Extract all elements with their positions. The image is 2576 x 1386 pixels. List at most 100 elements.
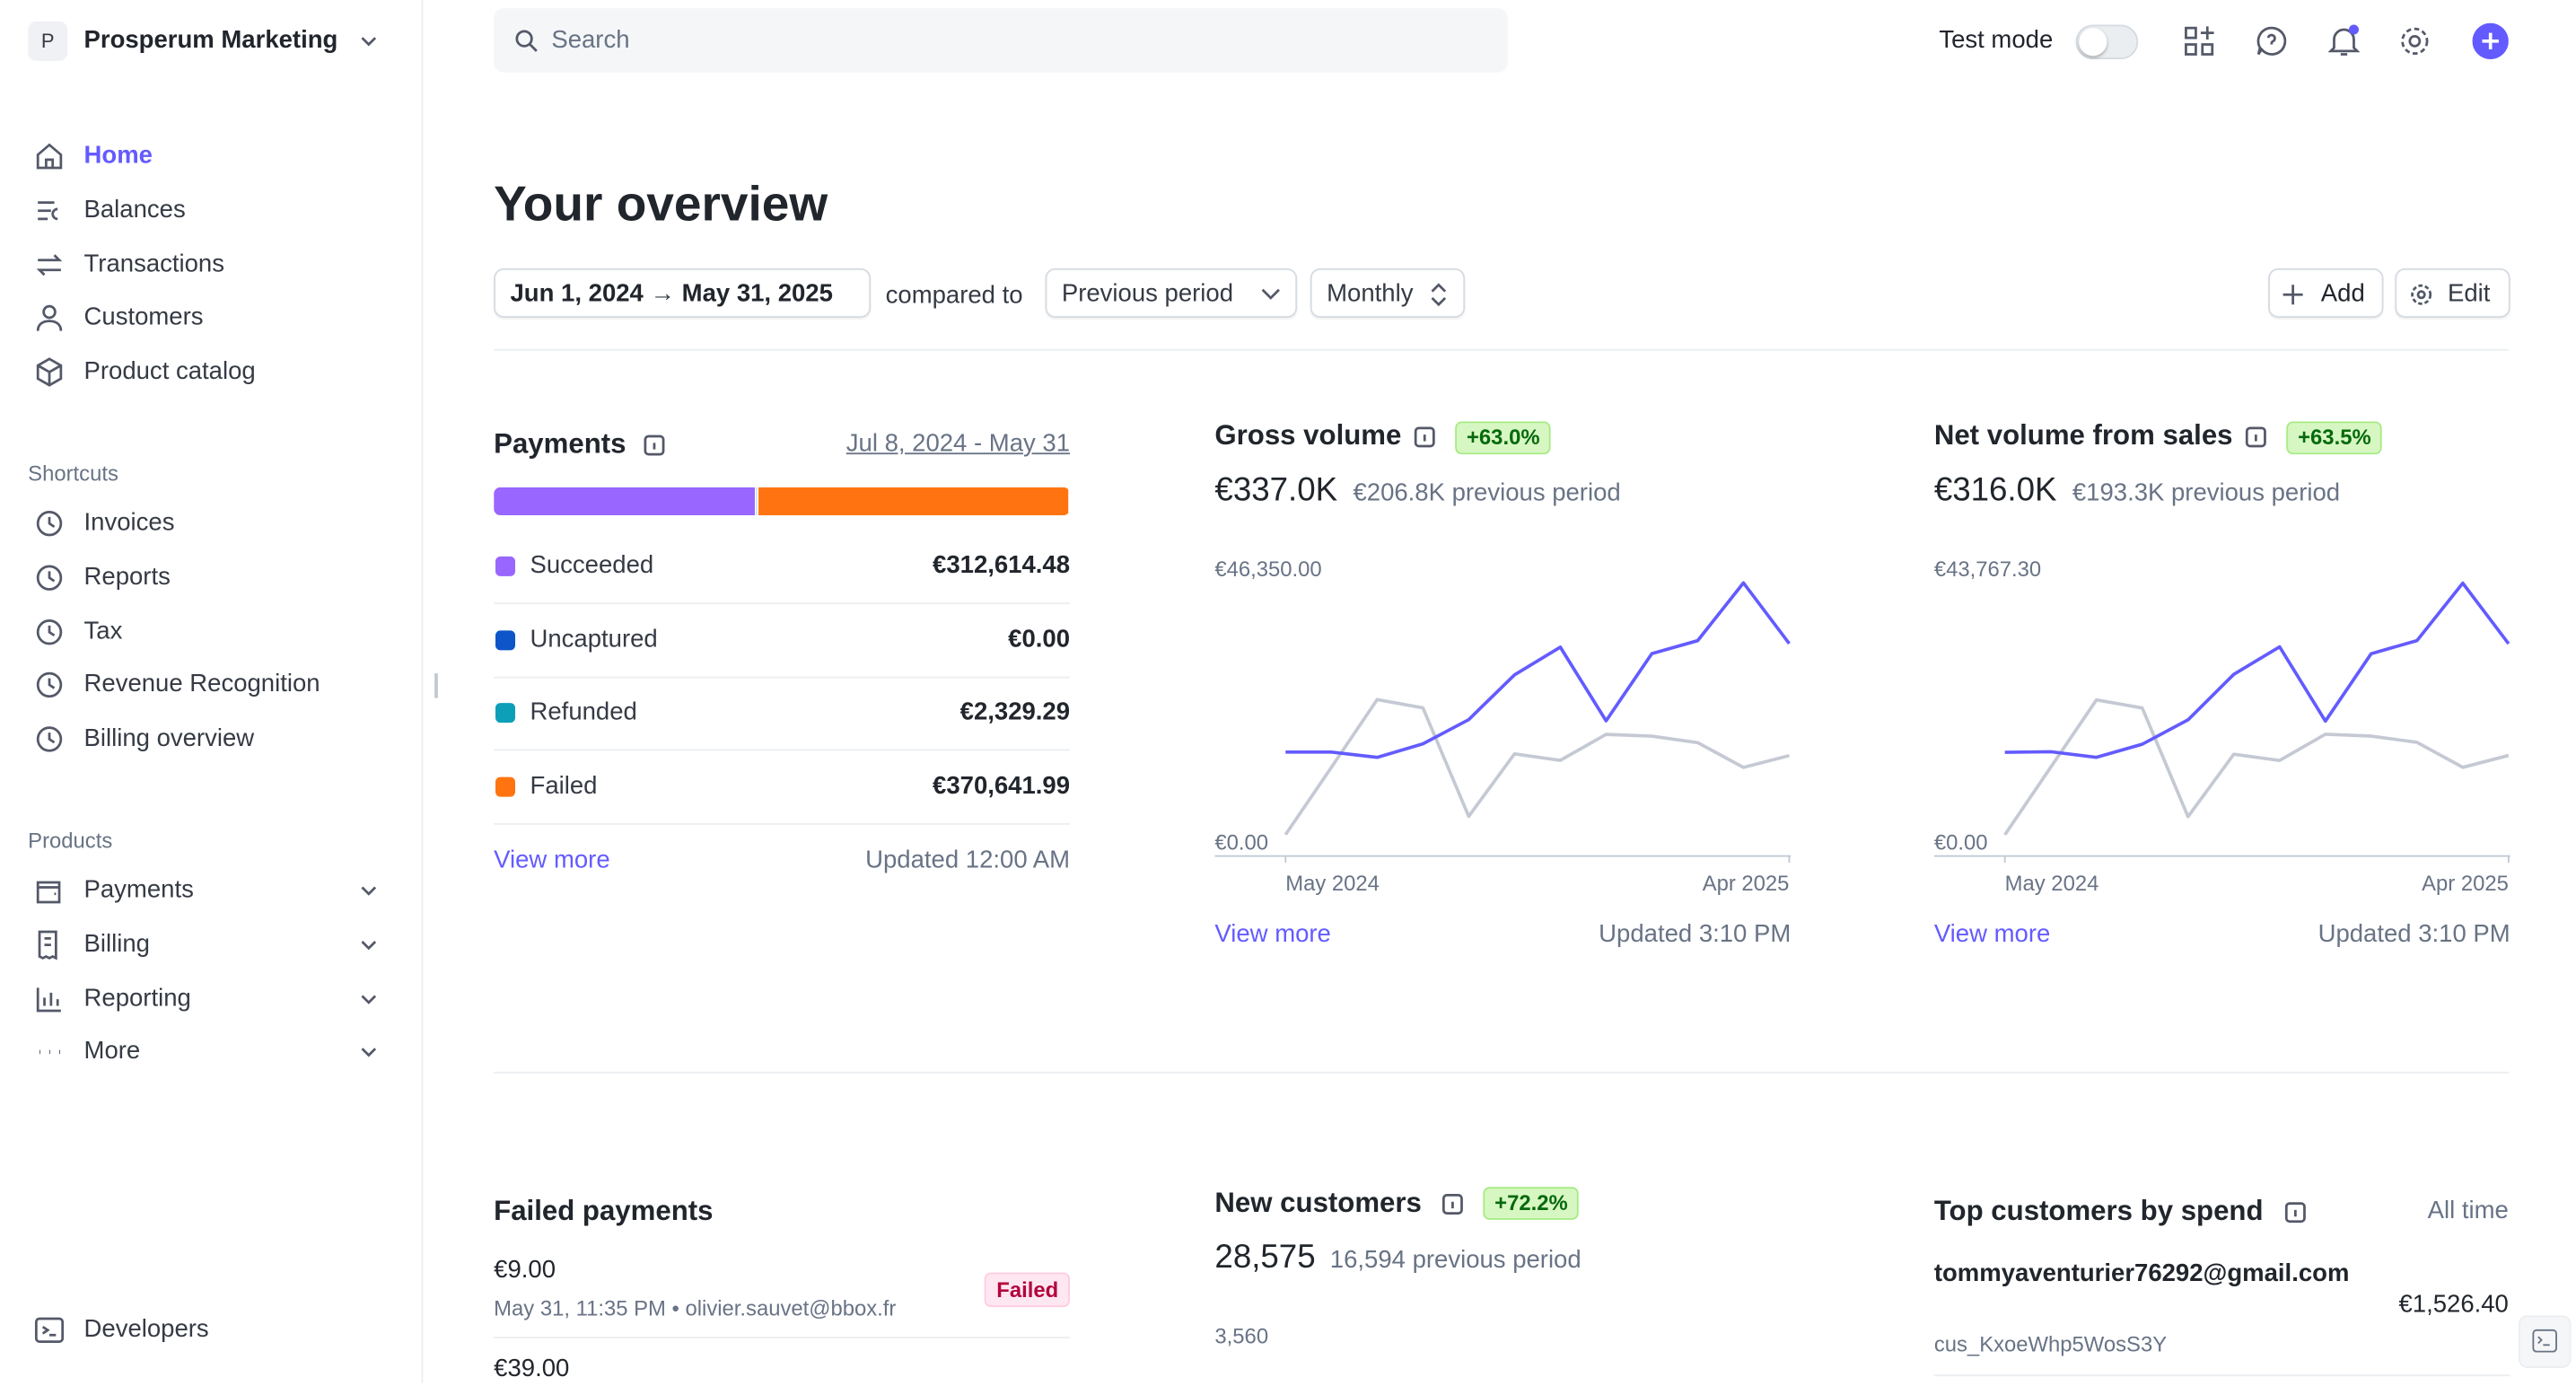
info-icon (2245, 426, 2266, 448)
interval-select[interactable]: Monthly (1310, 268, 1466, 318)
row-name: Refunded (530, 698, 637, 727)
nav-item[interactable]: Transactions (83, 250, 224, 278)
nav-item[interactable]: Tax (83, 616, 123, 645)
gap (1068, 487, 1071, 516)
card-title: Failed payments (494, 1195, 714, 1227)
divider (494, 823, 1071, 825)
view-more[interactable]: View more (1214, 920, 1331, 949)
legend-swatch (495, 629, 516, 650)
payments-bar (494, 487, 1071, 516)
row-value: €370,641.99 (933, 772, 1071, 801)
nav-icon (36, 726, 63, 752)
divider (494, 602, 1071, 605)
series-line (2003, 697, 2510, 836)
view-more[interactable]: View more (494, 846, 610, 874)
row-name: Succeeded (530, 551, 654, 580)
bar-segment (494, 487, 757, 516)
edit-button[interactable]: Edit (2395, 268, 2510, 318)
amount: €9.00 (494, 1256, 556, 1285)
nav-item[interactable]: More (83, 1038, 141, 1066)
nav-icon (36, 305, 63, 332)
divider (494, 348, 2509, 351)
nav-item[interactable]: Invoices (83, 508, 175, 537)
nav-item[interactable]: Product catalog (83, 357, 256, 386)
workspace-name[interactable]: Prosperum Marketing (83, 26, 338, 55)
resize-handle[interactable] (434, 673, 438, 698)
nav-item[interactable]: Balances (83, 195, 186, 224)
test-mode-toggle[interactable] (2075, 24, 2139, 60)
info-icon (1414, 426, 1435, 448)
row-value: €312,614.48 (933, 551, 1071, 580)
page-title: Your overview (494, 178, 828, 232)
compared-label: compared to (885, 281, 1023, 310)
add-button[interactable]: Add (2268, 268, 2384, 318)
total: 28,575 (1214, 1239, 1316, 1276)
nav-icon (36, 565, 63, 591)
apps-icon[interactable] (2183, 25, 2216, 58)
settings-icon[interactable] (2398, 25, 2431, 58)
search-box[interactable] (494, 8, 1508, 73)
x-tick-label: Apr 2025 (2422, 872, 2509, 896)
nav-item[interactable]: Home (83, 141, 153, 170)
previous: €193.3K previous period (2072, 478, 2341, 507)
chevron (361, 1048, 377, 1058)
search-icon (515, 30, 538, 52)
updated: Updated 3:10 PM (1599, 920, 1792, 949)
line-chart: €0.00 €46,350.00 May 2024 Apr 2025 (1214, 557, 1792, 896)
date-end: May 31, 2025 (681, 279, 833, 308)
customer-amount: €1,526.40 (2398, 1290, 2509, 1319)
row-value: €2,329.29 (959, 698, 1071, 727)
nav-item[interactable]: Reporting (83, 983, 191, 1013)
comparison-select[interactable]: Previous period (1045, 268, 1298, 318)
help-icon[interactable] (2255, 25, 2288, 58)
line-chart: €0.00 €43,767.30 May 2024 Apr 2025 (1933, 557, 2510, 896)
info-icon (1441, 1194, 1463, 1215)
bar-segment (758, 487, 1071, 516)
customer-email[interactable]: tommyaventurier76292@gmail.com (1933, 1259, 2350, 1288)
nav-item[interactable]: Revenue Recognition (83, 671, 320, 699)
date-range[interactable]: Jun 1, 2024 → May 31, 2025 (494, 268, 872, 318)
change-badge: +72.2% (1483, 1187, 1580, 1220)
chevron (361, 886, 377, 896)
gap (757, 487, 759, 516)
y-tick-label: €46,350.00 (1214, 557, 1321, 582)
notifications-icon[interactable] (2326, 23, 2361, 59)
x-tick-label: Apr 2025 (1703, 872, 1790, 896)
y-tick-label: €43,767.30 (1934, 557, 2041, 582)
nav-item[interactable]: Billing overview (83, 724, 255, 753)
gear-icon (2411, 284, 2432, 305)
view-more[interactable]: View more (1933, 920, 2051, 949)
chevron (1261, 288, 1280, 300)
date-start: Jun 1, 2024 (510, 279, 644, 308)
comparison: Previous period (1061, 279, 1234, 308)
updown (1431, 283, 1447, 307)
period: All time (2427, 1197, 2509, 1225)
legend-swatch (495, 776, 516, 797)
shell-button[interactable] (2518, 1315, 2572, 1368)
nav-item[interactable]: Payments (83, 875, 194, 904)
nav-item[interactable]: Reports (83, 562, 171, 591)
nav-icon (36, 143, 63, 170)
nav-item[interactable]: Customers (83, 303, 204, 332)
divider (1933, 1374, 2510, 1377)
y-tick-label: 3,560 (1214, 1323, 1269, 1348)
legend-swatch (495, 556, 516, 576)
nav-item[interactable]: Billing (83, 929, 150, 958)
divider (494, 1071, 2509, 1074)
nav-icon (36, 987, 61, 1012)
create-button[interactable] (2472, 22, 2509, 60)
row-value: €0.00 (1008, 625, 1071, 654)
nav-item[interactable]: Developers (83, 1315, 209, 1344)
nav-icon (36, 253, 63, 276)
divider (494, 750, 1071, 751)
x-tick-label: May 2024 (2005, 872, 2099, 896)
gap (755, 487, 757, 516)
date-link[interactable]: Jul 8, 2024 - May 31 (846, 429, 1071, 458)
nav-icon (36, 672, 63, 698)
test-mode-label: Test mode (1939, 26, 2054, 55)
legend-swatch (495, 703, 516, 724)
series-line (1285, 581, 1791, 759)
divider (494, 1337, 1071, 1338)
